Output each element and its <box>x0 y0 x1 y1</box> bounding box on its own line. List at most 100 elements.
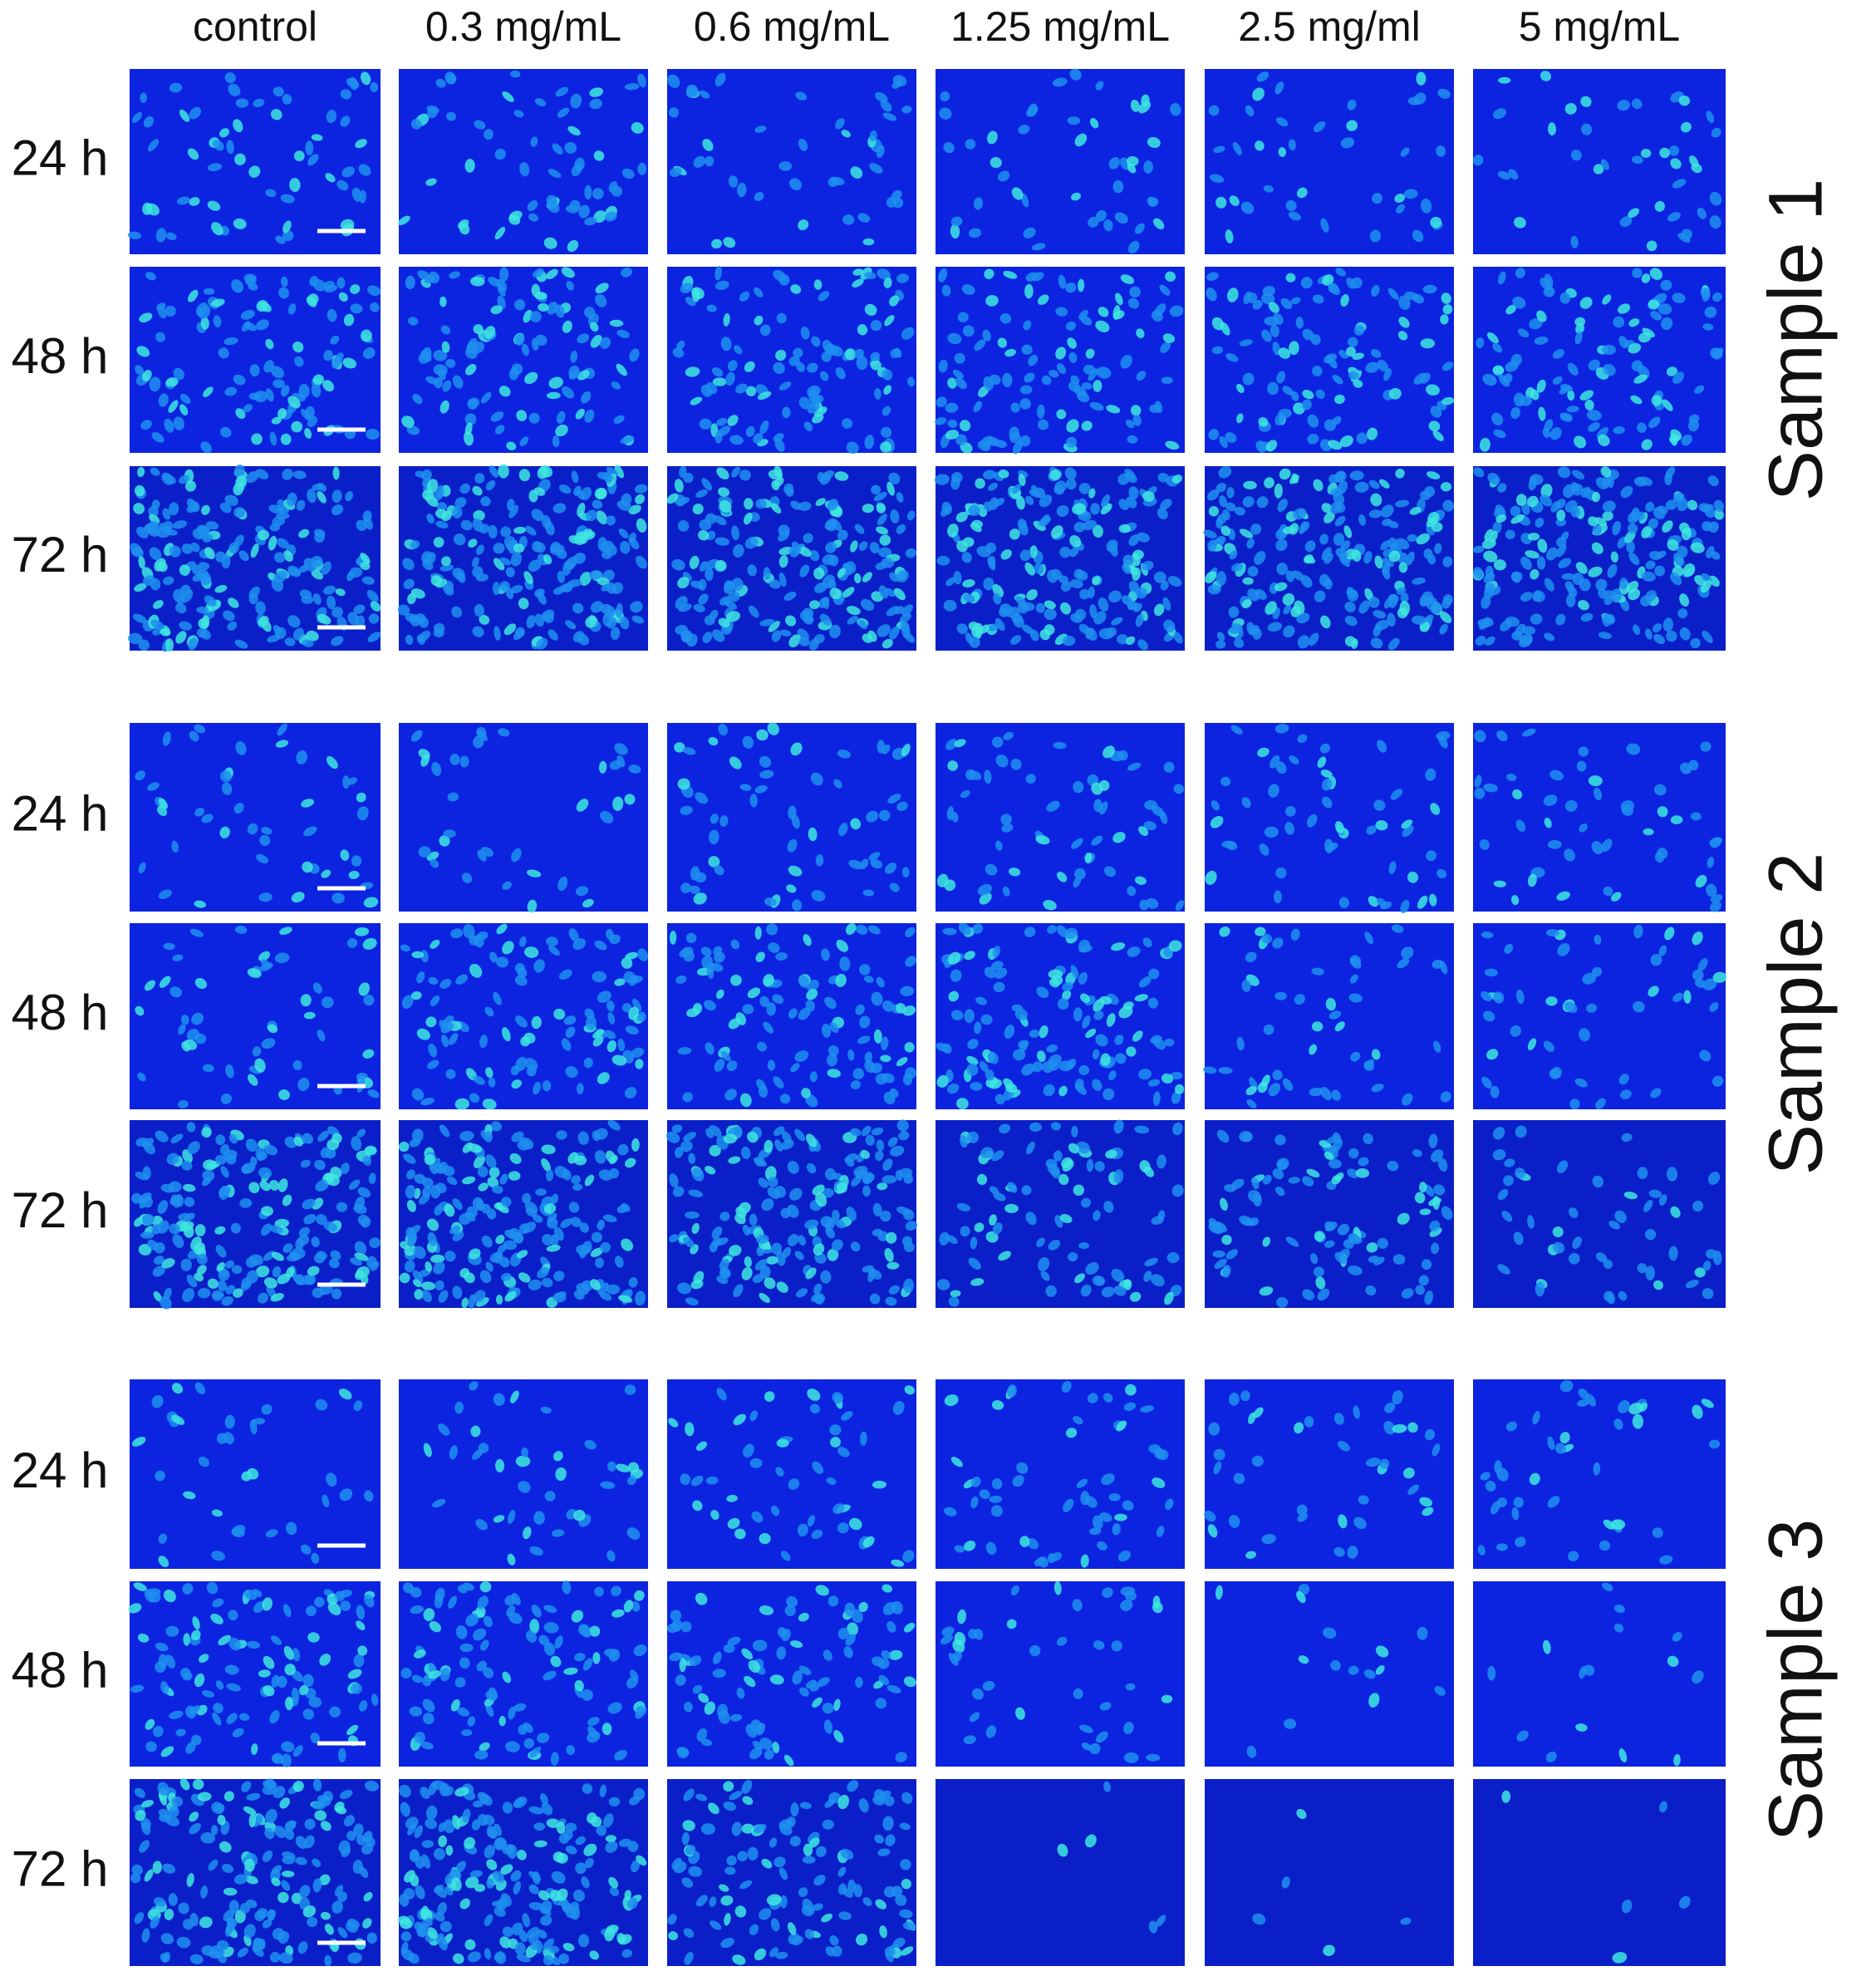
nucleus <box>875 91 888 102</box>
nucleus <box>818 291 830 302</box>
micrograph <box>1473 723 1726 912</box>
nucleus <box>883 277 892 288</box>
nucleus <box>567 125 581 136</box>
nucleus <box>515 1455 531 1467</box>
nucleus <box>280 194 295 204</box>
nucleus <box>405 275 415 290</box>
nucleus <box>519 436 529 447</box>
nucleus <box>173 416 184 430</box>
nucleus <box>1570 235 1579 248</box>
micrograph <box>936 1580 1185 1767</box>
column-header: 1.25 mg/mL <box>950 3 1170 50</box>
nucleus <box>1276 371 1286 384</box>
nucleus <box>306 296 317 307</box>
nucleus <box>464 159 475 173</box>
nucleus <box>1246 292 1258 304</box>
nucleus <box>294 356 304 367</box>
nucleus <box>1053 77 1068 87</box>
nucleus <box>1023 320 1032 331</box>
nucleus <box>715 280 729 291</box>
micrograph <box>399 923 649 1110</box>
micrograph <box>130 1379 381 1569</box>
nucleus <box>1301 399 1312 410</box>
nucleus <box>1265 440 1278 452</box>
nucleus <box>568 371 580 380</box>
nucleus <box>164 418 174 433</box>
nucleus <box>258 302 272 312</box>
nucleus <box>852 278 864 288</box>
nucleus <box>841 130 851 138</box>
nucleus <box>745 425 755 437</box>
nucleus <box>1229 195 1240 206</box>
nucleus <box>474 1884 485 1892</box>
nucleus <box>312 374 324 386</box>
nucleus <box>874 388 882 400</box>
nucleus <box>1227 288 1239 302</box>
nucleus <box>362 347 376 359</box>
nucleus <box>336 179 349 191</box>
nucleus <box>323 350 333 361</box>
nucleus <box>1340 294 1349 307</box>
nucleus <box>835 118 845 130</box>
micrograph-background <box>1205 1581 1454 1767</box>
micrograph <box>936 922 1185 1110</box>
nucleus <box>1162 333 1176 343</box>
nucleus <box>1083 364 1095 375</box>
nucleus <box>234 153 246 165</box>
nucleus <box>807 362 818 373</box>
nucleus <box>1269 324 1279 337</box>
row-label: 48 h <box>12 985 109 1040</box>
micrograph <box>1473 1120 1726 1308</box>
nucleus <box>901 327 915 340</box>
nucleus <box>440 325 451 335</box>
nucleus <box>1282 386 1294 396</box>
nucleus <box>1098 307 1109 317</box>
nucleus <box>1070 375 1080 385</box>
nucleus <box>1372 193 1382 204</box>
nucleus <box>179 109 190 122</box>
nucleus <box>882 369 893 381</box>
nucleus <box>1274 81 1284 95</box>
nucleus <box>864 272 877 280</box>
nucleus <box>889 295 900 307</box>
nucleus <box>876 145 885 158</box>
micrograph <box>130 267 381 454</box>
nucleus <box>715 265 722 281</box>
row-label: 24 h <box>12 785 109 841</box>
nucleus <box>223 337 238 346</box>
nucleus <box>350 284 361 294</box>
nucleus <box>1120 355 1132 369</box>
nucleus <box>881 426 892 438</box>
nucleus <box>350 303 363 314</box>
nucleus <box>1256 71 1269 82</box>
nucleus <box>211 222 223 236</box>
nucleus <box>1593 164 1604 174</box>
nucleus <box>198 305 211 319</box>
nucleus <box>1691 163 1702 174</box>
nucleus <box>798 138 808 151</box>
nucleus <box>938 268 948 283</box>
nucleus <box>1617 100 1630 111</box>
nucleus <box>498 464 509 479</box>
nucleus <box>812 413 824 424</box>
nucleus <box>271 416 282 425</box>
nucleus <box>600 337 611 349</box>
nucleus <box>795 91 808 101</box>
nucleus <box>1088 368 1098 381</box>
nucleus <box>218 347 229 359</box>
nucleus <box>1711 127 1721 138</box>
nucleus <box>1252 299 1263 310</box>
nucleus <box>1646 240 1657 252</box>
nucleus <box>249 364 260 377</box>
nucleus <box>725 371 735 386</box>
nucleus <box>1129 286 1141 298</box>
nucleus <box>1147 136 1161 149</box>
nucleus <box>324 284 338 292</box>
nucleus <box>954 352 965 364</box>
sample-label: Sample 3 <box>1753 1519 1838 1842</box>
nucleus <box>1681 229 1692 240</box>
nucleus <box>1065 282 1077 293</box>
nucleus <box>470 276 485 287</box>
nucleus <box>1412 229 1424 243</box>
nucleus <box>739 291 750 302</box>
